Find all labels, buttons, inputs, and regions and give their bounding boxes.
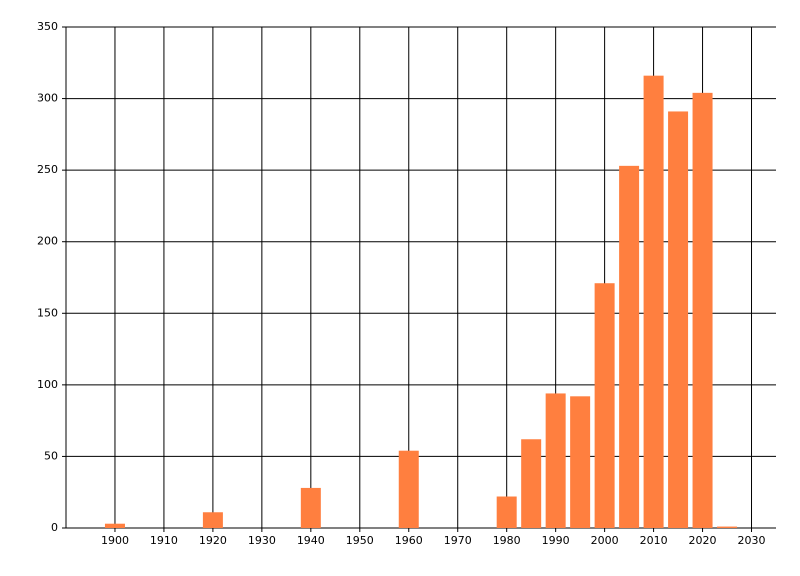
y-tick-label: 50 <box>44 449 58 462</box>
bar <box>521 439 542 528</box>
y-tick-label: 250 <box>37 163 58 176</box>
bar <box>398 450 419 528</box>
x-tick-label: 2000 <box>591 534 619 547</box>
bar <box>619 165 640 528</box>
bar <box>202 512 223 528</box>
y-tick-label: 200 <box>37 235 58 248</box>
x-tick-label: 2020 <box>689 534 717 547</box>
y-tick-label: 350 <box>37 20 58 33</box>
x-tick-label: 1970 <box>444 534 472 547</box>
x-tick-label: 1930 <box>248 534 276 547</box>
bar <box>104 523 125 528</box>
y-tick-label: 150 <box>37 306 58 319</box>
bar <box>300 487 321 528</box>
x-tick-label: 1990 <box>542 534 570 547</box>
bar <box>692 92 713 529</box>
bar <box>545 393 566 528</box>
x-tick-label: 2030 <box>738 534 766 547</box>
bar <box>717 526 738 528</box>
bar <box>668 111 689 528</box>
y-tick-label: 300 <box>37 92 58 105</box>
bar <box>496 496 517 528</box>
y-tick-label: 100 <box>37 378 58 391</box>
x-tick-label: 1900 <box>101 534 129 547</box>
x-tick-label: 1910 <box>150 534 178 547</box>
x-tick-label: 1980 <box>493 534 521 547</box>
x-tick-label: 1940 <box>297 534 325 547</box>
x-tick-label: 2010 <box>640 534 668 547</box>
x-tick-label: 1960 <box>395 534 423 547</box>
y-tick-label: 0 <box>51 521 58 534</box>
bar <box>570 396 591 528</box>
x-tick-label: 1920 <box>199 534 227 547</box>
x-tick-label: 1950 <box>346 534 374 547</box>
bar <box>643 75 664 528</box>
bar <box>594 283 615 528</box>
